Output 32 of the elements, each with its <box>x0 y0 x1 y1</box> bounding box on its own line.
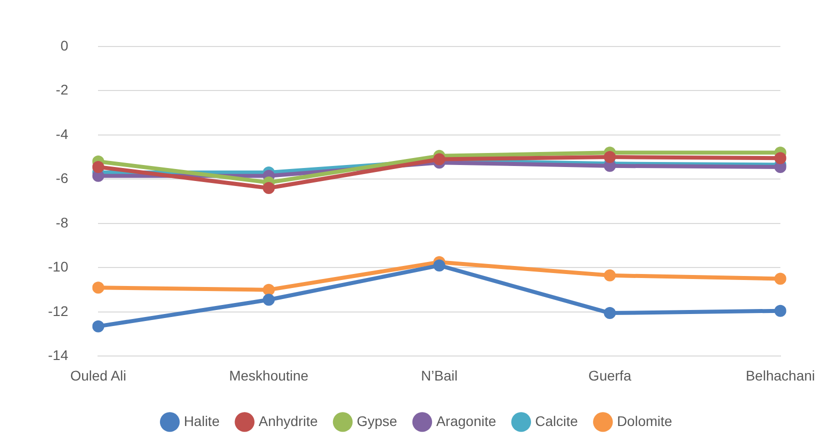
legend-label: Halite <box>184 412 220 429</box>
point <box>92 161 104 173</box>
y-tick-label: -6 <box>56 170 68 186</box>
legend-label: Calcite <box>535 412 578 429</box>
legend-label: Anhydrite <box>258 412 318 429</box>
y-tick-label: -12 <box>48 302 68 319</box>
x-tick-label: Ouled Ali <box>70 367 126 384</box>
point <box>774 272 786 285</box>
point <box>433 259 446 272</box>
y-tick-label: -14 <box>48 347 68 364</box>
y-tick-label: 0 <box>60 37 68 54</box>
point <box>774 152 786 164</box>
point <box>262 182 275 194</box>
point <box>262 284 275 296</box>
point <box>604 307 616 320</box>
legend-label: Gypse <box>356 412 398 429</box>
point <box>604 269 616 282</box>
y-tick-label: -4 <box>56 126 68 142</box>
point <box>92 320 104 332</box>
x-tick-label: N’Bail <box>421 367 458 384</box>
y-tick-label: -8 <box>56 214 68 230</box>
point <box>92 282 104 294</box>
x-tick-label: Meskhoutine <box>229 367 309 384</box>
x-tick-label: Guerfa <box>588 367 632 384</box>
y-tick-label: -10 <box>48 258 68 275</box>
legend-label: Aragonite <box>436 412 496 429</box>
point <box>774 304 786 317</box>
legend-label: Dolomite <box>616 412 672 429</box>
y-tick-label: -2 <box>56 82 68 98</box>
point <box>262 294 275 306</box>
x-tick-label: Belhachani <box>746 367 816 384</box>
point <box>604 151 616 164</box>
